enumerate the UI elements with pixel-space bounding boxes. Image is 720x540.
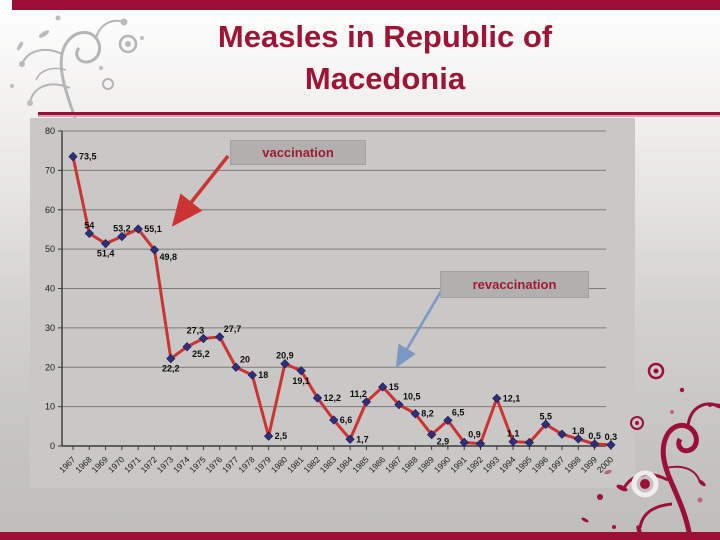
annotation-arrows-layer — [171, 154, 449, 369]
chart-plot-area: 0102030405060708019671968196919701971197… — [45, 126, 618, 475]
data-point-marker — [541, 419, 551, 429]
data-point-label: 53,2 — [113, 224, 131, 234]
data-point-marker — [166, 353, 176, 364]
data-point-label: 15 — [389, 382, 399, 392]
title-line-2: Macedonia — [304, 61, 466, 96]
data-point-label: 1,8 — [572, 426, 585, 436]
data-point-marker — [100, 238, 111, 249]
y-axis-tick-label: 30 — [45, 323, 55, 333]
data-point-label: 49,8 — [160, 252, 178, 262]
data-line — [71, 155, 613, 447]
data-point-label: 22,2 — [162, 364, 180, 374]
data-point-marker — [426, 429, 437, 440]
data-point-label: 12,2 — [324, 393, 342, 403]
swirl-dots-light-icon — [604, 410, 703, 503]
data-point-label: 11,2 — [350, 389, 367, 399]
y-axis-tick-label: 40 — [45, 284, 55, 294]
y-axis-tick-label: 50 — [45, 244, 55, 254]
data-point-marker — [312, 393, 323, 403]
data-point-marker — [84, 228, 94, 238]
data-point-marker — [524, 437, 535, 448]
data-point-marker — [492, 393, 502, 403]
flourish-bottom-right-decoration — [581, 362, 720, 537]
data-point-marker — [557, 429, 567, 439]
revaccination-annotation: revaccination — [440, 271, 589, 298]
data-point-label: 2,9 — [437, 437, 450, 447]
y-axis-tick-label: 70 — [45, 165, 55, 175]
data-point-label: 55,1 — [144, 224, 162, 234]
data-point-marker — [443, 415, 453, 426]
data-point-marker — [378, 382, 388, 392]
data-point-marker — [280, 359, 290, 369]
measles-incidence-chart: 0 10 20 30 40 50 60 70 80 1967 1968 1969 1970 1971 197… — [30, 118, 635, 488]
data-point-label: 0,3 — [605, 432, 618, 442]
data-point-marker — [231, 362, 241, 372]
data-point-label: 2,5 — [275, 431, 288, 441]
data-point-marker — [410, 409, 420, 419]
data-point-label: 0,5 — [588, 431, 601, 441]
data-point-marker — [247, 370, 257, 380]
data-point-marker — [459, 437, 469, 448]
data-point-marker — [394, 400, 404, 410]
data-point-label: 8,2 — [421, 409, 434, 419]
top-bar-decoration — [12, 0, 720, 10]
data-point-marker — [345, 434, 355, 444]
page-title: Measles in Republic of Macedonia — [80, 16, 690, 100]
data-point-label: 1,7 — [356, 434, 369, 444]
data-point-label: 18 — [258, 370, 268, 380]
data-point-marker — [606, 440, 616, 450]
bullseye-circle-icon — [630, 362, 665, 498]
revaccination-arrow-icon — [395, 280, 449, 369]
vaccination-annotation: vaccination — [230, 140, 366, 165]
y-axis-tick-label: 80 — [45, 126, 55, 136]
data-point-marker — [296, 366, 306, 376]
data-point-marker — [68, 151, 78, 162]
data-point-label: 6,5 — [452, 407, 465, 417]
data-point-marker — [182, 342, 192, 352]
data-point-label: 5,5 — [539, 411, 552, 421]
data-point-marker — [117, 231, 127, 242]
bottom-bar-decoration — [0, 532, 720, 540]
data-point-marker — [475, 439, 486, 449]
y-axis-tick-label: 20 — [45, 362, 55, 372]
data-point-label: 54 — [84, 220, 94, 230]
data-point-label: 51,4 — [97, 249, 115, 259]
data-point-marker — [149, 245, 160, 255]
data-point-label: 20,9 — [276, 351, 294, 361]
data-point-marker — [215, 332, 225, 342]
data-point-marker — [573, 434, 583, 444]
swirl-ornament-icon — [21, 19, 138, 128]
data-point-label: 20 — [240, 354, 250, 364]
data-point-label: 1,1 — [507, 429, 520, 439]
swirl-dots-icon — [10, 15, 144, 106]
data-point-marker — [133, 224, 143, 234]
data-point-label: 10,5 — [403, 392, 421, 402]
data-point-marker — [263, 431, 274, 441]
data-point-label: 27,3 — [187, 326, 205, 336]
data-point-label: 25,2 — [192, 349, 210, 359]
title-divider — [38, 112, 720, 117]
y-axis-tick-label: 60 — [45, 205, 55, 215]
y-axis-tick-label: 10 — [45, 402, 55, 412]
data-point-label: 73,5 — [79, 152, 97, 162]
flourish-top-left-decoration — [10, 15, 144, 128]
data-point-marker — [589, 439, 600, 449]
swirl-dots-icon — [581, 387, 720, 535]
y-axis-tick-label: 0 — [50, 441, 55, 451]
data-point-label: 27,7 — [224, 324, 242, 334]
title-line-1: Measles in Republic of — [217, 19, 553, 54]
data-point-marker — [198, 333, 209, 344]
data-point-marker — [508, 437, 518, 447]
data-point-label: 0,9 — [468, 429, 481, 439]
data-point-label: 12,1 — [503, 393, 521, 403]
data-point-marker — [329, 415, 339, 425]
data-point-label: 19,1 — [292, 376, 310, 386]
data-point-label: 6,6 — [340, 415, 353, 425]
vaccination-arrow-icon — [171, 154, 230, 227]
data-point-marker — [361, 397, 372, 407]
